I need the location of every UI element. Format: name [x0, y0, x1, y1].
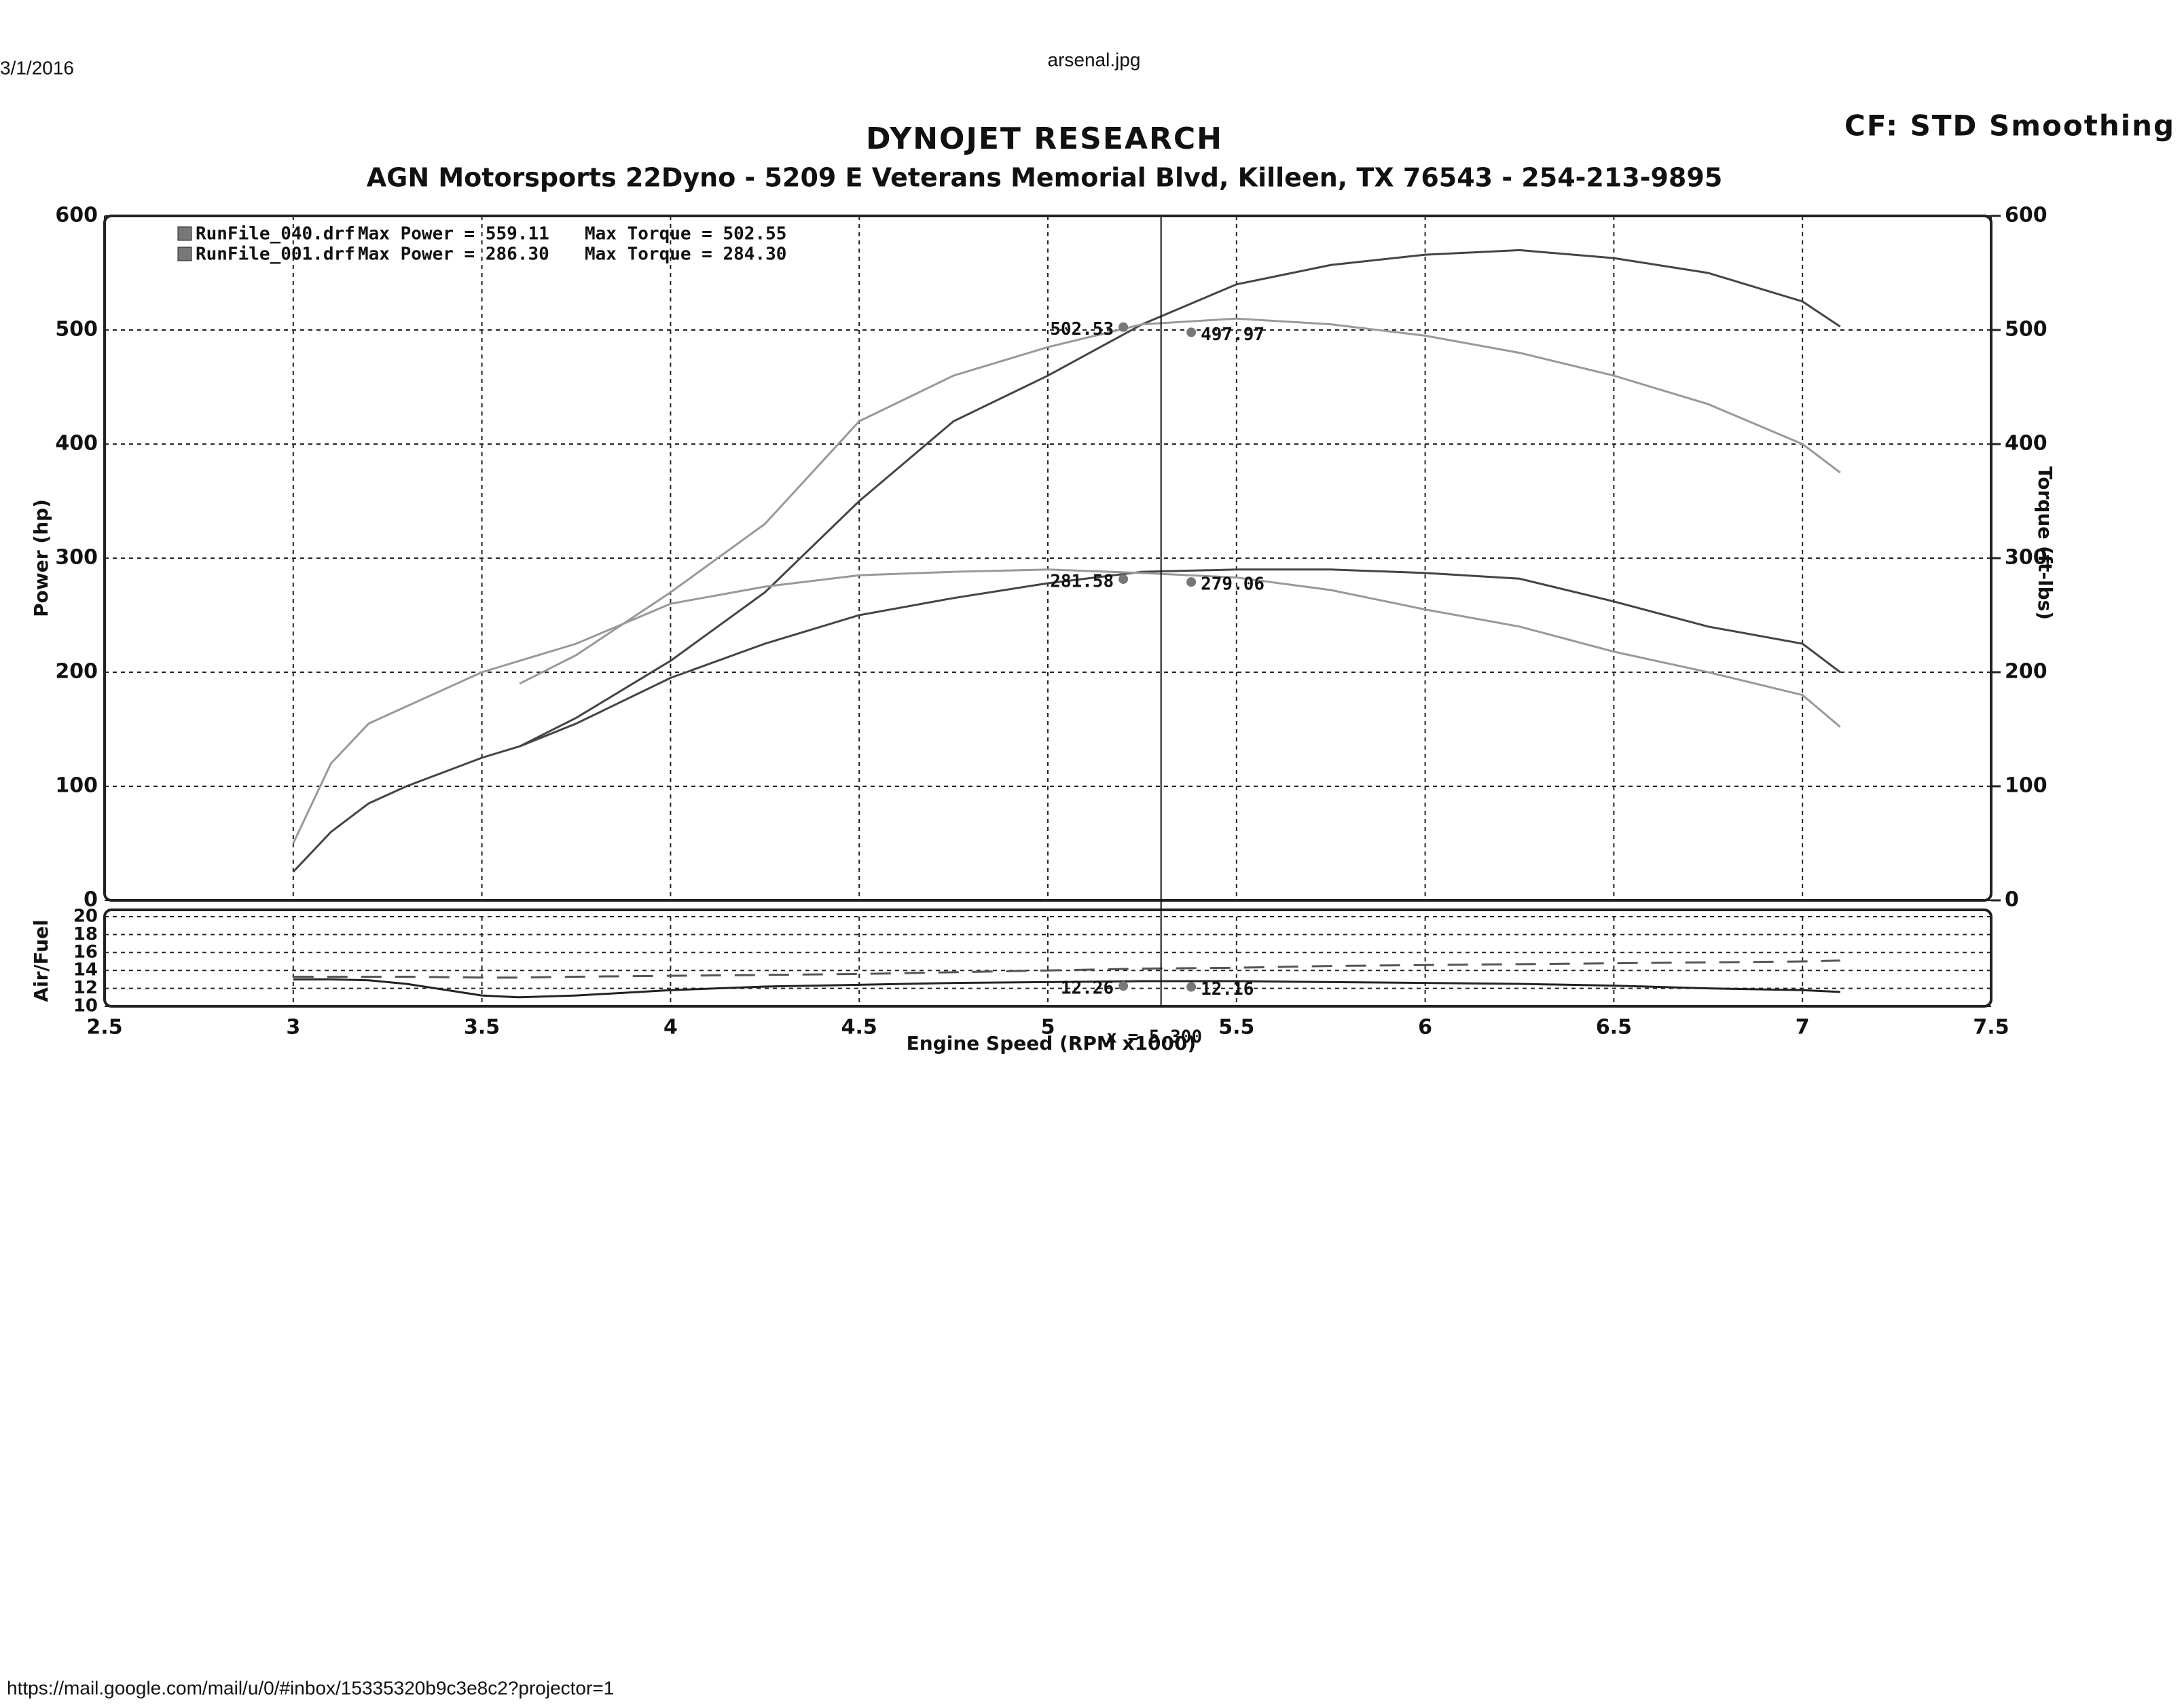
y2-tick-label: 400 [2005, 432, 2047, 456]
y-tick-label: 0 [84, 888, 98, 912]
y-tick-label: 300 [55, 546, 98, 570]
marker [1186, 327, 1197, 337]
afr-tick-label: 14 [73, 960, 98, 980]
x-tick-label: 6.5 [1596, 1016, 1632, 1040]
afr-tick-label: 10 [73, 996, 98, 1016]
y-axis-label: Power (hp) [30, 499, 52, 617]
afr-line [293, 959, 1840, 979]
y-tick-label: 400 [55, 432, 98, 456]
legend-name: RunFile_001.drf [196, 244, 355, 265]
marker-label: 502.53 [1050, 319, 1114, 339]
y-tick-label: 500 [55, 318, 98, 342]
marker [1118, 322, 1129, 332]
afr-tick-label: 12 [73, 978, 98, 998]
series-line [519, 317, 1841, 685]
legend-swatch [177, 246, 192, 261]
marker-label: 497.97 [1201, 325, 1264, 345]
chart-title: DYNOJET RESEARCH [866, 122, 1223, 156]
marker-label: 12.16 [1201, 979, 1254, 999]
y2-tick-label: 0 [2005, 888, 2019, 912]
afr-tick-label: 20 [73, 906, 98, 927]
settings-text: CF: STD Smoothing 5 [1844, 109, 2184, 143]
legend-power: Max Power = 286.30 [358, 244, 549, 265]
marker [1118, 981, 1129, 991]
x-tick-label: 2.5 [86, 1016, 122, 1040]
afr-tick-label: 16 [73, 942, 98, 962]
y2-tick-label: 500 [2005, 318, 2047, 342]
legend-power: Max Power = 559.11 [358, 224, 549, 244]
x-tick-label: 7.5 [1973, 1016, 2009, 1040]
afr-line [293, 978, 1840, 999]
y-tick-label: 200 [55, 660, 98, 684]
x-tick-label: 3 [286, 1016, 300, 1040]
x-tick-label: 5 [1041, 1016, 1055, 1040]
x-tick-label: 3.5 [464, 1016, 500, 1040]
y2-axis-label: Torque (ft-lbs) [2034, 466, 2056, 620]
series-line [519, 249, 1841, 748]
marker-label: 281.58 [1050, 571, 1114, 591]
y2-tick-label: 200 [2005, 660, 2047, 684]
print-date: 3/1/2016 [0, 57, 74, 78]
legend-name: RunFile_040.drf [196, 224, 355, 244]
marker-label: 12.26 [1061, 978, 1114, 999]
y2-tick-label: 600 [2005, 204, 2047, 227]
afr-tick-label: 18 [73, 924, 98, 944]
marker-label: 279.06 [1201, 574, 1264, 595]
x-axis-label: Engine Speed (RPM x1000) [907, 1032, 1197, 1054]
footer-url: https://mail.google.com/mail/u/0/#inbox/… [7, 1677, 614, 1698]
legend-torque: Max Torque = 284.30 [585, 244, 786, 265]
x-tick-label: 6 [1418, 1016, 1432, 1040]
marker [1186, 577, 1197, 587]
cursor-label: x = 5.300 [1106, 1027, 1202, 1048]
y2-tick-label: 300 [2005, 546, 2047, 570]
x-tick-label: 4 [663, 1016, 678, 1040]
file-name: arsenal.jpg [1048, 49, 1141, 70]
afr-axis-label: Air/Fuel [30, 919, 52, 1002]
chart-subtitle: AGN Motorsports 22Dyno - 5209 E Veterans… [367, 163, 1723, 193]
legend-swatch [177, 226, 192, 241]
x-tick-label: 5.5 [1218, 1016, 1254, 1040]
series-line [292, 568, 1841, 873]
legend-torque: Max Torque = 502.55 [585, 224, 786, 244]
y-tick-label: 600 [55, 204, 98, 227]
series-line [292, 568, 1841, 844]
x-tick-label: 4.5 [841, 1016, 877, 1040]
y2-tick-label: 100 [2005, 774, 2047, 798]
marker [1118, 574, 1129, 584]
marker [1186, 982, 1197, 992]
x-tick-label: 7 [1796, 1016, 1810, 1040]
y-tick-label: 100 [55, 774, 98, 798]
